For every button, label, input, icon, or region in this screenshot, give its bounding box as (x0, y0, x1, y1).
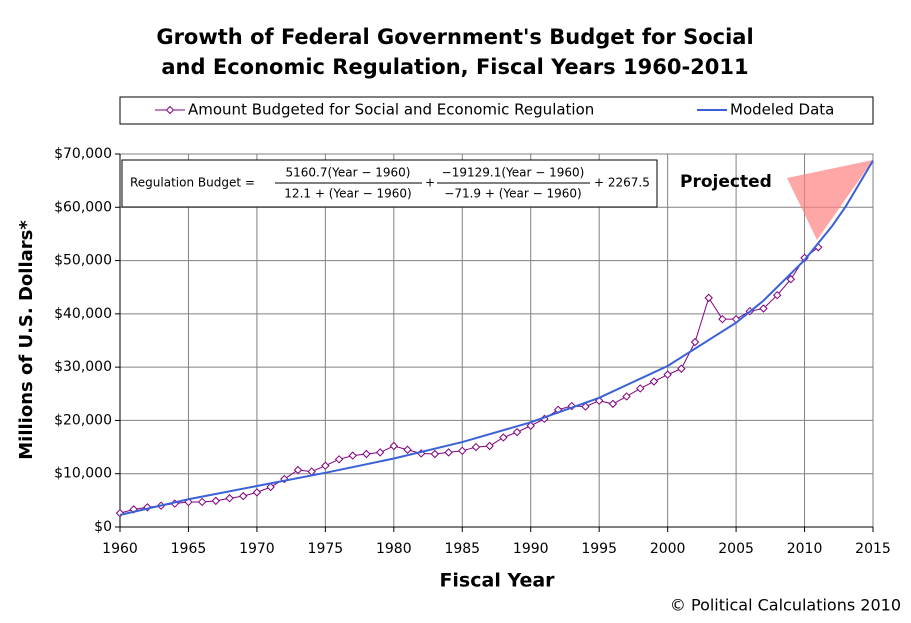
x-tick-label: 1980 (376, 541, 412, 557)
data-point (458, 446, 467, 456)
x-tick-label: 2005 (718, 541, 754, 557)
legend-box (119, 96, 874, 125)
y-tick-label: $60,000 (54, 199, 112, 215)
legend-marker (165, 105, 175, 115)
data-point (430, 449, 440, 459)
x-tick-label: 2010 (787, 541, 823, 557)
data-point (197, 497, 207, 507)
data-point (280, 474, 289, 484)
data-point (677, 364, 686, 373)
data-point (321, 461, 330, 470)
data-point (348, 451, 357, 460)
annotation: Projected (680, 172, 772, 192)
data-point (512, 427, 522, 437)
x-tick-label: 1990 (513, 541, 549, 557)
x-axis-label: Fiscal Year (439, 570, 555, 592)
y-axis-label: Millions of U.S. Dollars* (16, 220, 37, 460)
data-point (718, 314, 727, 324)
y-tick-label: $10,000 (54, 466, 112, 482)
y-tick-label: $20,000 (54, 412, 112, 428)
data-point (211, 496, 221, 506)
data-point (636, 384, 645, 393)
data-point (239, 491, 248, 501)
plot-area (119, 153, 874, 528)
x-tick-label: 1975 (308, 541, 344, 557)
x-tick-label: 1985 (444, 541, 480, 557)
data-point (471, 442, 481, 452)
data-point (772, 290, 782, 300)
equation-text: −19129.1(Year − 1960) (442, 166, 585, 180)
x-tick-label: 2000 (650, 541, 686, 557)
y-tick-label: $40,000 (54, 306, 112, 322)
data-point (403, 445, 412, 454)
data-point (389, 441, 399, 451)
equation-text: Regulation Budget = (130, 176, 255, 190)
y-tick-label: $30,000 (54, 359, 112, 375)
data-point (293, 465, 303, 475)
data-point (485, 441, 494, 451)
data-point (225, 494, 234, 503)
chart-title: and Economic Regulation, Fiscal Years 19… (161, 55, 748, 79)
data-point (526, 421, 535, 430)
x-tick-label: 1970 (239, 541, 275, 557)
data-point (375, 448, 385, 457)
legend-label: Amount Budgeted for Social and Economic … (188, 101, 594, 119)
equation-text: −71.9 + (Year − 1960) (444, 187, 581, 201)
data-point (759, 304, 768, 313)
data-point (266, 482, 275, 492)
data-point (581, 402, 590, 411)
data-point (444, 448, 453, 457)
data-point (334, 455, 344, 464)
data-point (622, 392, 631, 401)
data-point (690, 337, 700, 347)
y-tick-label: $50,000 (54, 253, 112, 269)
data-point (608, 399, 618, 409)
equation-text: + 2267.5 (594, 176, 650, 190)
legend-label: Modeled Data (730, 101, 834, 119)
equation-text: + (425, 176, 435, 190)
series-line (119, 160, 874, 516)
y-tick-label: $70,000 (54, 146, 112, 162)
data-point (252, 488, 262, 497)
data-point (786, 275, 796, 284)
y-tick-label: $0 (94, 519, 112, 535)
x-tick-label: 1995 (581, 541, 617, 557)
data-point (649, 377, 659, 386)
data-point (362, 449, 371, 459)
data-point (704, 293, 713, 303)
data-point (115, 508, 125, 518)
data-point (129, 505, 138, 514)
credit: © Political Calculations 2010 (670, 596, 901, 615)
series-line (119, 246, 819, 514)
x-tick-label: 1960 (102, 541, 138, 557)
data-point (499, 433, 508, 442)
x-tick-label: 1965 (171, 541, 207, 557)
chart-title: Growth of Federal Government's Budget fo… (156, 25, 753, 49)
projection-wedge (787, 160, 873, 240)
equation-text: 12.1 + (Year − 1960) (284, 187, 411, 201)
data-point (663, 370, 672, 379)
equation-text: 5160.7(Year − 1960) (286, 166, 411, 180)
x-tick-label: 2015 (855, 541, 891, 557)
